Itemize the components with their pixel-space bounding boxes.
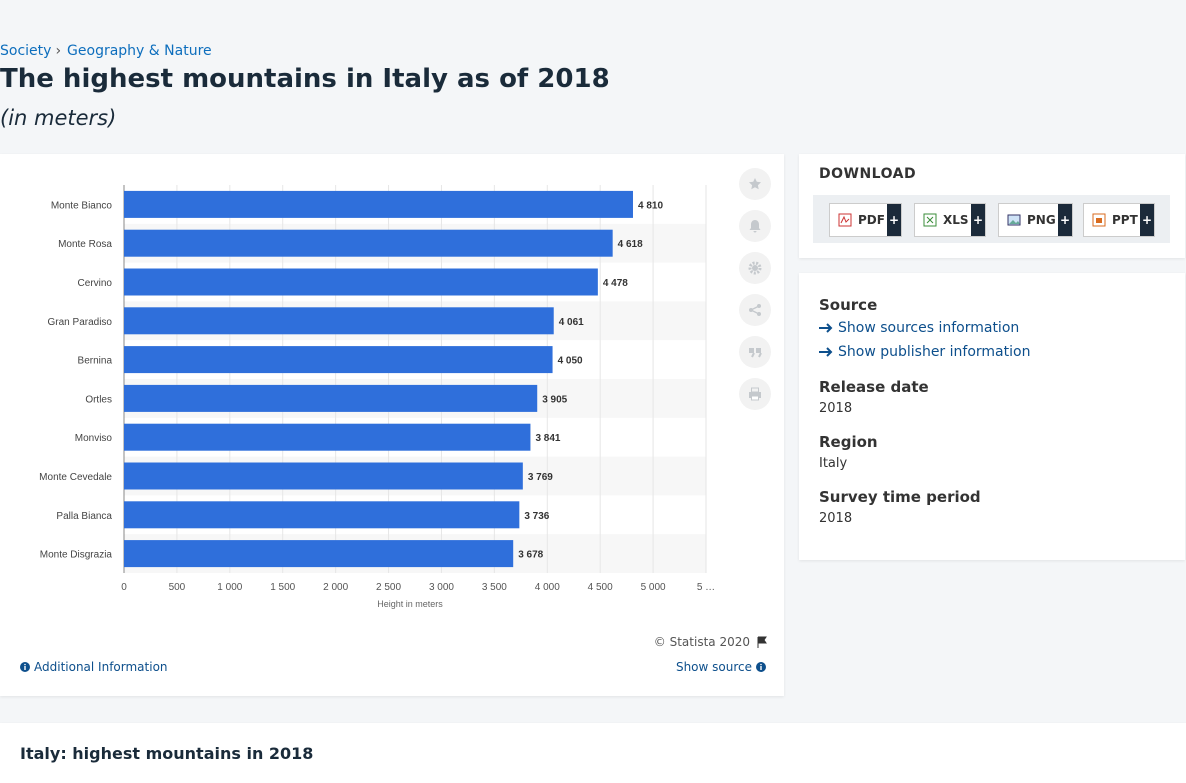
link-text: Show publisher information — [838, 344, 1031, 360]
x-tick-label: 1 000 — [217, 582, 242, 593]
bar — [124, 307, 554, 335]
detail-value: 2018 — [819, 401, 853, 416]
bar — [124, 462, 523, 490]
detail-label: Region — [819, 433, 878, 451]
cite-button[interactable] — [739, 336, 771, 368]
download-ppt[interactable]: PPT + — [1083, 203, 1155, 237]
badge: + — [1058, 204, 1072, 236]
bar — [124, 540, 514, 568]
download-pdf[interactable]: PDF + — [829, 203, 902, 237]
x-tick-label: 5 … — [697, 582, 715, 593]
y-tick-label: Monte Rosa — [58, 239, 112, 250]
x-tick-label: 2 000 — [323, 582, 348, 593]
x-tick-label: 3 000 — [429, 582, 454, 593]
x-tick-label: 500 — [169, 582, 186, 593]
subtitle: (in meters) — [0, 106, 117, 130]
download-png[interactable]: PNG + — [998, 203, 1073, 237]
x-tick-label: 2 500 — [376, 582, 401, 593]
x-tick-label: 3 500 — [482, 582, 507, 593]
format-label: XLS — [943, 213, 969, 227]
y-tick-label: Palla Bianca — [56, 511, 112, 522]
x-tick-label: 4 500 — [588, 582, 613, 593]
page: Society › Geography & Nature The highest m… — [0, 43, 1186, 783]
detail-label: Release date — [819, 378, 929, 396]
y-tick-label: Gran Paradiso — [48, 317, 113, 328]
x-tick-label: 1 500 — [270, 582, 295, 593]
settings-button[interactable] — [739, 252, 771, 284]
chart: 0 500 1 000 1 500 2 000 2 500 3 000 3 500 4 000 4… — [39, 185, 715, 609]
value-label: 4 810 — [638, 200, 663, 211]
value-label: 3 841 — [535, 433, 560, 444]
detail-label: Survey time period — [819, 488, 981, 506]
breadcrumb-link[interactable]: Geography & Nature — [67, 43, 212, 59]
show-source-link[interactable]: Show source — [676, 660, 766, 674]
source-heading: Source — [819, 296, 878, 314]
format-label: PDF — [858, 213, 885, 227]
x-tick-label: 5 000 — [641, 582, 666, 593]
detail-value: Italy — [819, 456, 848, 471]
y-tick-label: Monviso — [75, 433, 113, 444]
copyright: © Statista 2020 — [654, 635, 768, 649]
link-text: Show sources information — [838, 320, 1020, 336]
favorite-button[interactable] — [739, 168, 771, 200]
bar — [124, 346, 553, 374]
x-tick-label: 0 — [121, 582, 127, 593]
badge: + — [1140, 204, 1154, 236]
value-label: 3 905 — [542, 394, 567, 405]
download-xls[interactable]: XLS + — [914, 203, 986, 237]
page-title: The highest mountains in Italy as of 201… — [0, 64, 610, 94]
alert-button[interactable] — [739, 210, 771, 242]
value-label: 3 678 — [518, 550, 543, 561]
y-tick-label: Monte Bianco — [51, 200, 113, 211]
publisher-link[interactable]: Show publisher information — [819, 344, 1030, 360]
format-label: PPT — [1112, 213, 1138, 227]
value-label: 4 050 — [558, 356, 583, 367]
value-label: 3 769 — [528, 472, 553, 483]
link-text: Additional Information — [34, 660, 168, 674]
value-label: 4 478 — [603, 278, 628, 289]
value-label: 4 618 — [618, 239, 643, 250]
format-label: PNG — [1027, 213, 1056, 227]
bar — [124, 501, 520, 529]
bar — [124, 190, 633, 218]
value-label: 3 736 — [524, 511, 549, 522]
section-heading: Italy: highest mountains in 2018 — [20, 744, 314, 763]
copyright-text: © Statista 2020 — [653, 635, 750, 649]
badge: + — [887, 204, 901, 236]
download-title: DOWNLOAD — [819, 166, 917, 182]
value-label: 4 061 — [559, 317, 584, 328]
bar — [124, 384, 538, 412]
x-tick-label: 4 000 — [535, 582, 560, 593]
y-tick-label: Bernina — [78, 356, 113, 367]
badge: + — [971, 204, 985, 236]
bar — [124, 423, 531, 451]
print-button[interactable] — [739, 378, 771, 410]
breadcrumb-link[interactable]: Society — [0, 43, 52, 59]
bar — [124, 229, 613, 257]
y-tick-label: Cervino — [78, 278, 113, 289]
y-tick-label: Monte Disgrazia — [40, 550, 113, 561]
sources-link[interactable]: Show sources information — [819, 320, 1019, 336]
bar — [124, 268, 598, 296]
y-tick-label: Ortles — [85, 394, 112, 405]
share-button[interactable] — [739, 294, 771, 326]
x-axis-title: Height in meters — [377, 599, 443, 609]
breadcrumb: Society › Geography & Nature — [0, 43, 212, 59]
additional-info-link[interactable]: Additional Information — [20, 660, 168, 674]
detail-value: 2018 — [819, 511, 853, 526]
link-text: Show source — [675, 660, 752, 674]
details-card — [799, 273, 1185, 560]
y-tick-label: Monte Cevedale — [39, 472, 112, 483]
